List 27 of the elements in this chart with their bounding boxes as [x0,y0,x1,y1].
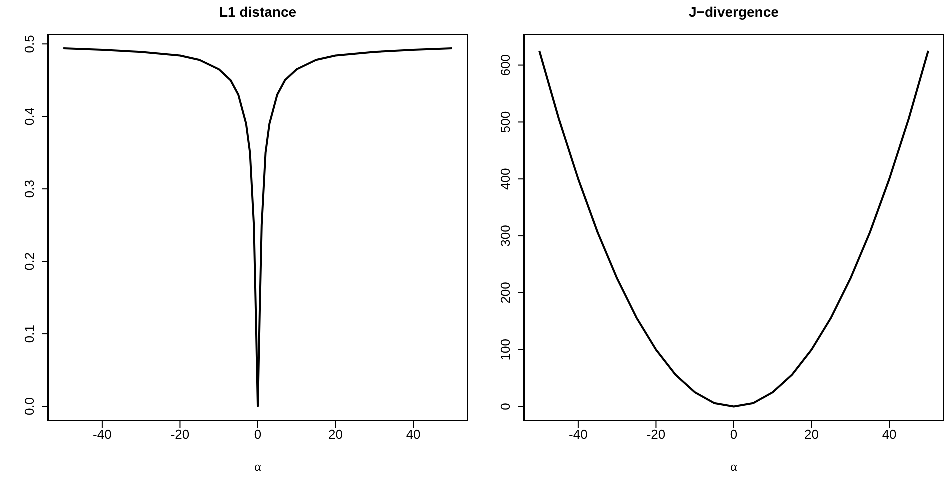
x-tick-label: 20 [804,427,820,442]
y-tick-label: 0.0 [22,397,37,416]
y-tick-label: 200 [498,282,513,304]
y-tick-label: 0 [498,403,513,410]
y-tick-label: 600 [498,54,513,76]
x-tick-label: -20 [646,427,666,442]
y-tick-label: 0.5 [22,35,37,54]
chart-title: L1 distance [218,4,298,20]
y-tick-label: 0.4 [22,108,37,126]
x-tick-label: 0 [730,427,738,442]
y-tick-label: 100 [498,339,513,361]
y-tick-label: 0.2 [22,252,37,271]
x-tick-label: -40 [569,427,588,442]
x-tick-label: -40 [93,427,112,442]
y-tick-label: 400 [498,168,513,190]
x-tick-label: 40 [882,427,897,442]
x-tick-label: 40 [406,427,421,442]
y-tick-label: 0.1 [22,324,37,344]
y-tick-label: 0.3 [22,180,37,198]
x-tick-label: -20 [170,427,190,442]
y-tick-label: 300 [498,225,513,247]
x-tick-label: 0 [254,427,262,442]
x-axis-title: α [254,459,262,475]
x-tick-label: 20 [328,427,344,442]
y-tick-label: 500 [498,111,513,134]
chart-title: J−divergence [688,4,780,20]
x-axis-title: α [730,459,738,475]
